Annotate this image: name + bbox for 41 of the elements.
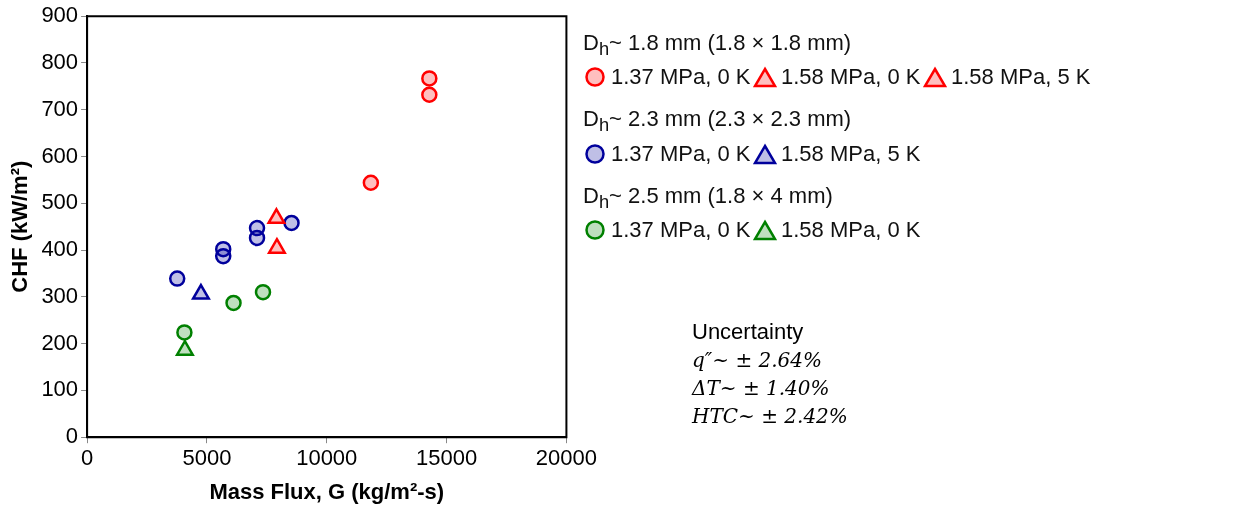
legend-label: 1.58 MPa, 5 K [951, 64, 1091, 91]
point [421, 86, 438, 104]
x-tick-label: 15000 [415, 445, 478, 471]
point [421, 70, 438, 87]
legend-label: 1.37 MPa, 0 K [611, 64, 751, 91]
text: D$_{h}$~ 2.5 mm (1.8 × 4 mm) [583, 182, 834, 214]
point [225, 294, 242, 312]
y-tick-label: 0 [65, 423, 79, 449]
text: D$_{h}$~ 2.3 mm (2.3 × 2.3 mm) [583, 106, 853, 137]
point [254, 283, 272, 301]
text: Uncertainty [692, 318, 805, 346]
point [176, 324, 193, 341]
point [214, 240, 232, 258]
y-tick-label: 100 [41, 376, 79, 402]
y-tick-label: 500 [41, 189, 79, 215]
x-tick-label: 10000 [296, 445, 358, 471]
point [283, 214, 300, 232]
y-tick-label: 800 [41, 49, 79, 75]
text: HTC~ ± 2.42% [692, 403, 848, 430]
x-tick-label: 20000 [535, 445, 598, 471]
x-tick-label: 5000 [182, 445, 232, 471]
point [168, 270, 186, 287]
y-tick-label: 200 [41, 329, 79, 355]
point [362, 174, 380, 191]
y-tick-label: 700 [41, 95, 79, 121]
legend-label: 1.37 MPa, 0 K [611, 217, 751, 244]
legend-label: 1.58 MPa, 0 K [781, 217, 921, 244]
y-tick-label: 900 [41, 2, 79, 28]
legend-label: 1.58 MPa, 5 K [781, 140, 921, 167]
legend-label: 1.58 MPa, 0 K [781, 64, 921, 91]
legend-label: 1.37 MPa, 0 K [611, 140, 751, 167]
y-tick-label: 600 [41, 142, 79, 168]
y-tick-label: 400 [41, 236, 79, 262]
text: D$_{h}$~ 1.8 mm (1.8 × 1.8 mm) [583, 30, 853, 61]
text: q″~ ± 2.64% [692, 347, 824, 374]
text: ΔT~ ± 1.40% [692, 375, 831, 402]
y-tick-label: 300 [41, 282, 79, 308]
y-axis-title: CHF (kW/m²) [7, 160, 33, 293]
x-axis-title: Mass Flux, G (kg/m²-s) [209, 478, 445, 504]
point [248, 229, 266, 247]
point [267, 208, 286, 225]
